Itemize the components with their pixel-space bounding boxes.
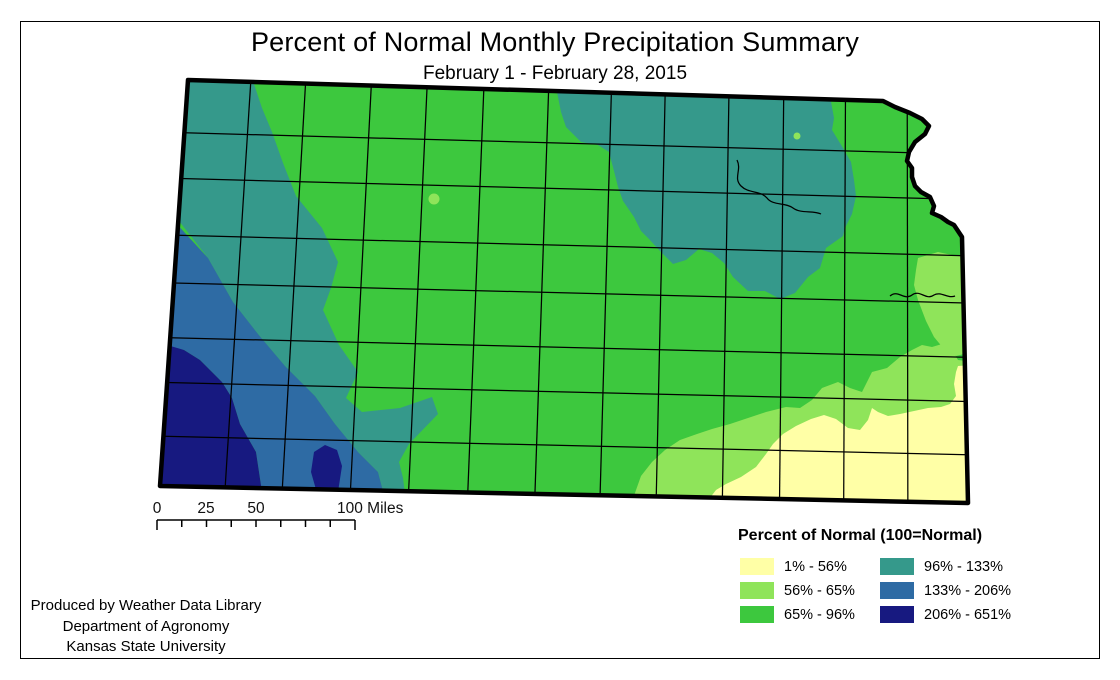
- river-boundary-east: [889, 292, 956, 298]
- credit-line-3: Kansas State University: [66, 638, 226, 655]
- credits: Produced by Weather Data Library Departm…: [28, 596, 264, 658]
- state-outline: [157, 77, 971, 506]
- scale-bar: 0 25 50 100 Miles: [153, 500, 404, 530]
- legend-label: 56% - 65%: [784, 582, 855, 599]
- legend-title: Percent of Normal (100=Normal): [738, 527, 983, 544]
- legend-grid: 1% - 56% 56% - 65% 65% - 96% 96% - 133% …: [740, 558, 1095, 623]
- legend-swatch-133-206: [880, 582, 914, 599]
- legend-swatch-65-96: [740, 606, 774, 623]
- scale-bar-line: [156, 519, 356, 530]
- legend-item: 56% - 65%: [740, 582, 880, 599]
- legend-label: 96% - 133%: [924, 558, 1003, 575]
- credit-line-2: Department of Agronomy: [62, 617, 230, 635]
- title-block: Percent of Normal Monthly Precipitation …: [0, 27, 1110, 85]
- legend-label: 1% - 56%: [784, 558, 847, 575]
- legend-swatch-206-651: [880, 606, 914, 623]
- legend-item: 133% - 206%: [880, 582, 1080, 599]
- scale-label-25: 25: [197, 500, 214, 517]
- page-title: Percent of Normal Monthly Precipitation …: [250, 27, 860, 57]
- region-56-65-east-edge-patch: [914, 252, 968, 356]
- legend-item: 1% - 56%: [740, 558, 880, 575]
- scale-label-100-miles: 100 Miles: [337, 500, 404, 517]
- region-56-65-dot-north: [428, 193, 440, 205]
- legend-item: 206% - 651%: [880, 606, 1080, 623]
- legend-label: 206% - 651%: [924, 606, 1012, 623]
- region-1-56-southeast-corner: [703, 365, 968, 503]
- legend-label: 65% - 96%: [784, 606, 855, 623]
- river-boundary-north-central: [736, 159, 822, 215]
- legend-swatch-56-65: [740, 582, 774, 599]
- page-subtitle: February 1 - February 28, 2015: [422, 63, 688, 84]
- scale-label-50: 50: [247, 500, 265, 517]
- legend-item: 96% - 133%: [880, 558, 1080, 575]
- page-border-frame: [20, 21, 1100, 659]
- county-grid: [163, 81, 968, 503]
- map-fill-layers: [160, 80, 968, 503]
- legend-swatch-1-56: [740, 558, 774, 575]
- region-206-651-small-blob: [311, 445, 342, 493]
- region-56-65-dot-northeast: [793, 132, 801, 140]
- legend: Percent of Normal (100=Normal) 1% - 56% …: [715, 527, 1095, 623]
- region-96-133-west-band: [168, 80, 438, 503]
- legend-label: 133% - 206%: [924, 582, 1012, 599]
- region-206-651-southwest: [160, 340, 264, 503]
- region-96-133-north-central: [557, 92, 856, 299]
- legend-item: 65% - 96%: [740, 606, 880, 623]
- scale-label-0: 0: [153, 500, 162, 517]
- legend-swatch-96-133: [880, 558, 914, 575]
- credit-line-1: Produced by Weather Data Library: [30, 597, 262, 614]
